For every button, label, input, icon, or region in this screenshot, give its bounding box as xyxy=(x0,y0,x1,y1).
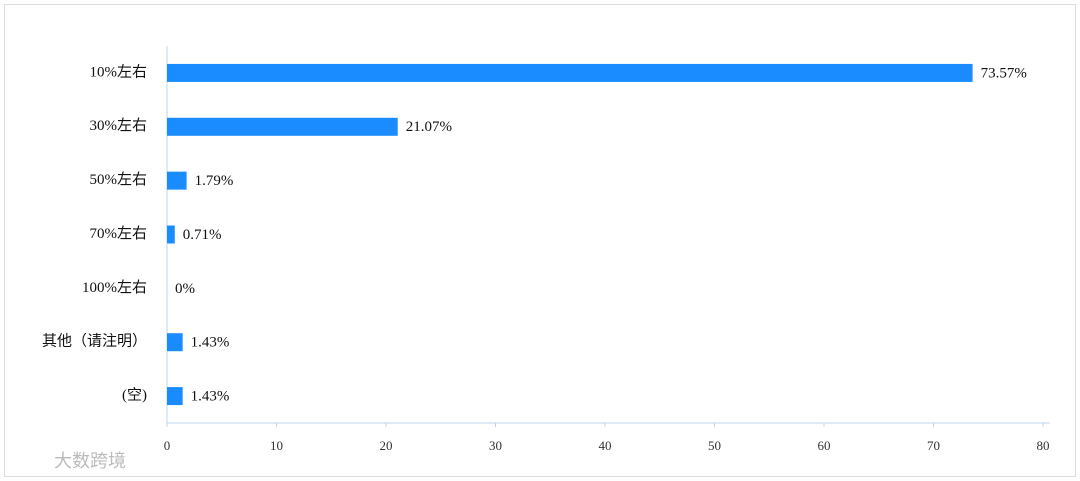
y-tick-label: 10%左右 xyxy=(90,63,148,80)
x-tick-label: 20 xyxy=(380,438,393,453)
x-tick-label: 30 xyxy=(489,438,502,453)
x-tick-label: 80 xyxy=(1037,438,1050,453)
bar xyxy=(167,387,183,406)
x-tick-label: 0 xyxy=(164,438,171,453)
y-tick-label: 其他（请注明） xyxy=(42,333,147,350)
watermark: 大数跨境 xyxy=(54,451,126,472)
bar xyxy=(167,63,973,82)
value-label: 21.07% xyxy=(406,119,452,135)
x-tick-label: 60 xyxy=(818,438,831,453)
y-tick-label: 30%左右 xyxy=(90,117,148,134)
value-label: 1.79% xyxy=(195,173,234,189)
x-tick-label: 40 xyxy=(599,438,612,453)
x-tick-label: 70 xyxy=(927,438,940,453)
bar xyxy=(167,225,175,244)
value-label: 0.71% xyxy=(183,227,222,243)
y-tick-label: 50%左右 xyxy=(90,171,148,188)
value-label: 1.43% xyxy=(191,389,230,405)
value-label: 0% xyxy=(175,281,195,297)
y-tick-label: (空) xyxy=(122,387,147,404)
x-tick-label: 50 xyxy=(708,438,721,453)
value-label: 1.43% xyxy=(191,335,230,351)
bar xyxy=(167,171,187,190)
x-tick-label: 10 xyxy=(270,438,283,453)
value-label: 73.57% xyxy=(981,65,1027,81)
bar xyxy=(167,333,183,352)
y-tick-label: 100%左右 xyxy=(82,279,147,296)
bar xyxy=(167,117,398,136)
chart-border xyxy=(4,4,1076,477)
y-tick-label: 70%左右 xyxy=(90,225,148,242)
